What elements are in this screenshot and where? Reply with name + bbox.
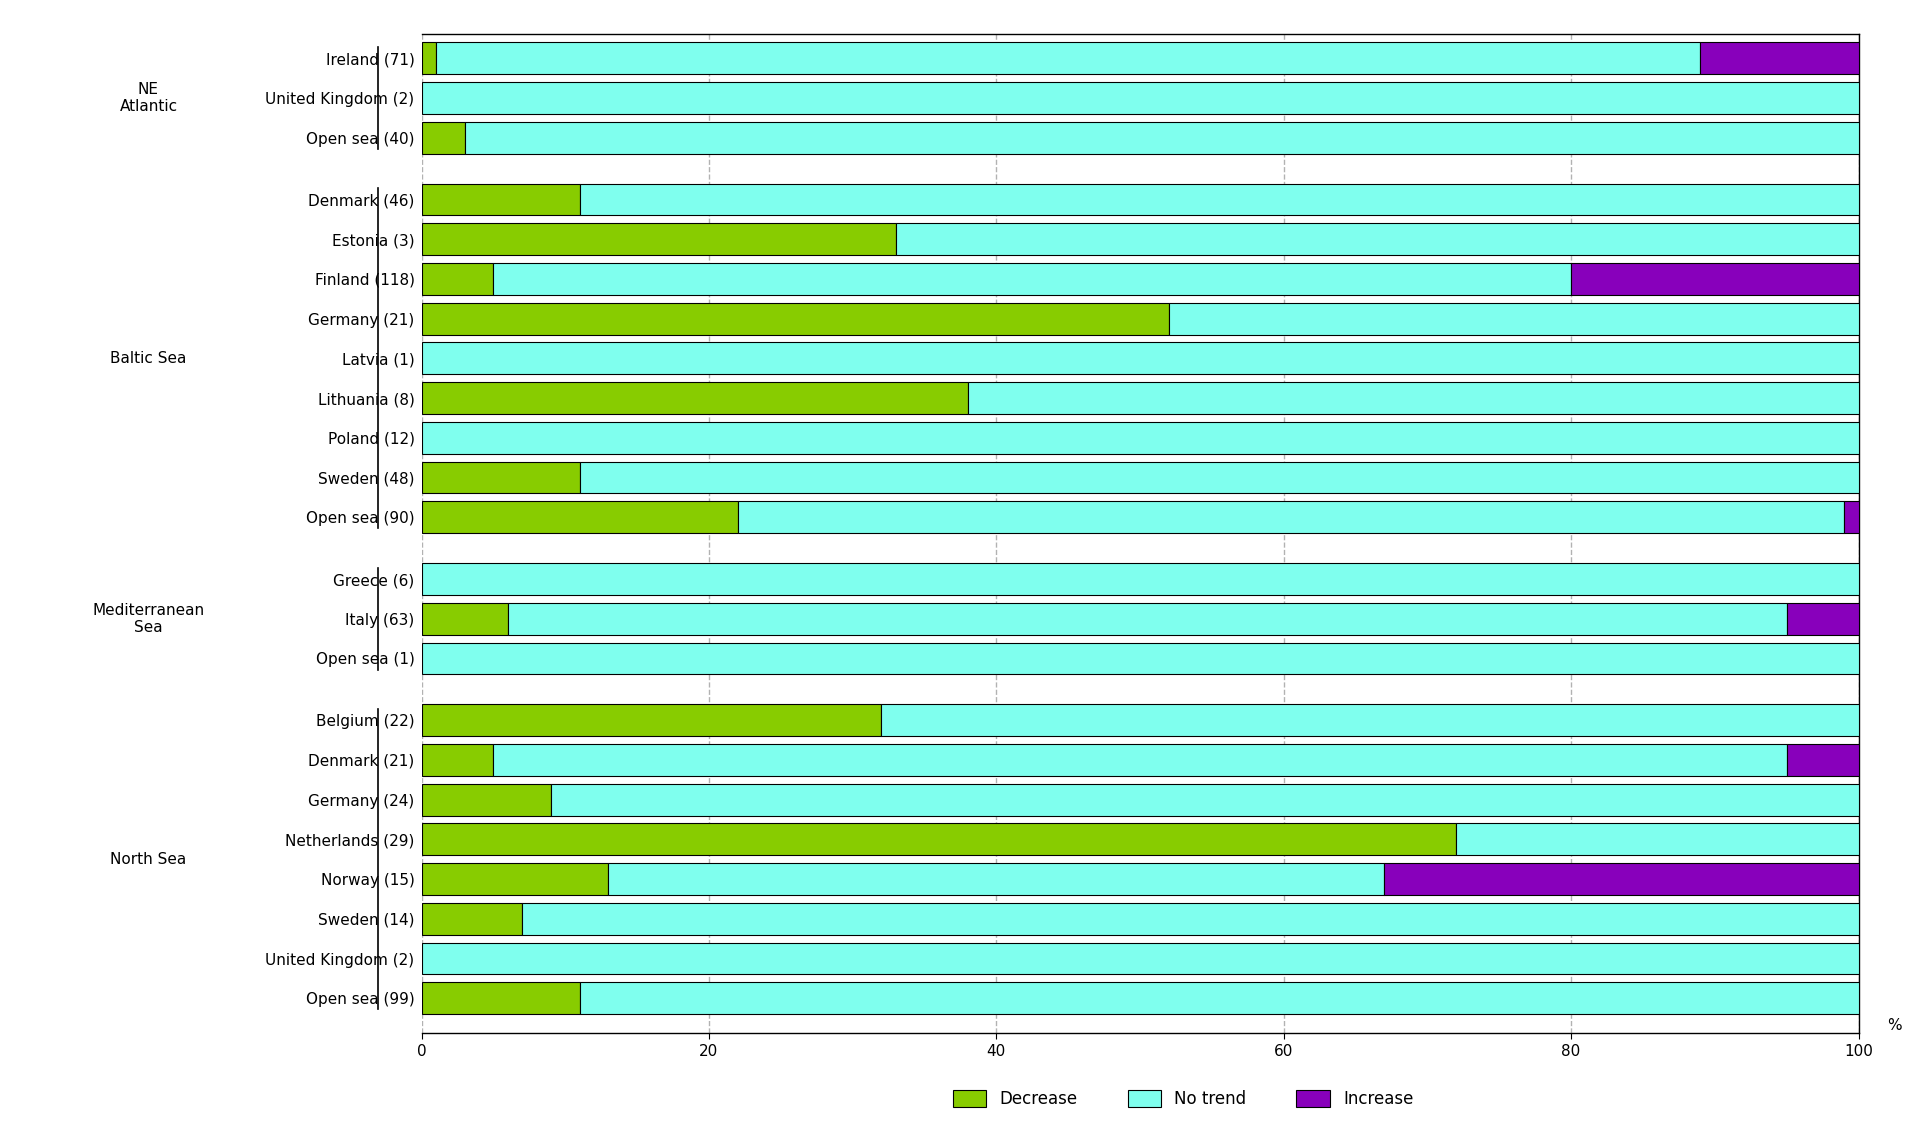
- Text: NE
Atlantic: NE Atlantic: [119, 82, 178, 114]
- Bar: [422, 502, 738, 533]
- Bar: [422, 122, 464, 154]
- Bar: [492, 263, 1571, 295]
- Bar: [422, 863, 607, 895]
- Bar: [422, 643, 1859, 674]
- Bar: [422, 903, 521, 934]
- Bar: [1571, 263, 1859, 295]
- Bar: [579, 983, 1859, 1014]
- Bar: [895, 224, 1859, 255]
- Bar: [422, 943, 1859, 975]
- Bar: [1456, 823, 1859, 855]
- Bar: [1786, 744, 1859, 776]
- Bar: [521, 903, 1859, 934]
- Bar: [422, 184, 579, 216]
- Bar: [422, 382, 968, 414]
- Text: %: %: [1887, 1018, 1903, 1033]
- Bar: [552, 784, 1859, 815]
- Bar: [1843, 502, 1859, 533]
- Text: Mediterranean
Sea: Mediterranean Sea: [92, 603, 205, 635]
- Bar: [422, 303, 1169, 334]
- Bar: [607, 863, 1383, 895]
- Bar: [579, 461, 1859, 494]
- Bar: [1383, 863, 1859, 895]
- Bar: [422, 564, 1859, 595]
- Bar: [422, 83, 1859, 114]
- Bar: [968, 382, 1859, 414]
- Bar: [1701, 42, 1859, 75]
- Bar: [422, 823, 1456, 855]
- Bar: [1786, 603, 1859, 635]
- Bar: [422, 603, 508, 635]
- Bar: [422, 224, 895, 255]
- Bar: [422, 263, 492, 295]
- Bar: [422, 42, 435, 75]
- Bar: [422, 342, 1859, 374]
- Bar: [738, 502, 1843, 533]
- Bar: [422, 461, 579, 494]
- Legend: Decrease, No trend, Increase: Decrease, No trend, Increase: [947, 1084, 1420, 1115]
- Bar: [422, 422, 1859, 453]
- Bar: [881, 705, 1859, 736]
- Bar: [492, 744, 1786, 776]
- Text: Baltic Sea: Baltic Sea: [111, 351, 186, 366]
- Bar: [508, 603, 1786, 635]
- Bar: [422, 983, 579, 1014]
- Bar: [422, 705, 881, 736]
- Bar: [1169, 303, 1859, 334]
- Bar: [435, 42, 1701, 75]
- Bar: [422, 744, 492, 776]
- Text: North Sea: North Sea: [111, 852, 186, 867]
- Bar: [422, 784, 552, 815]
- Bar: [464, 122, 1859, 154]
- Bar: [579, 184, 1859, 216]
